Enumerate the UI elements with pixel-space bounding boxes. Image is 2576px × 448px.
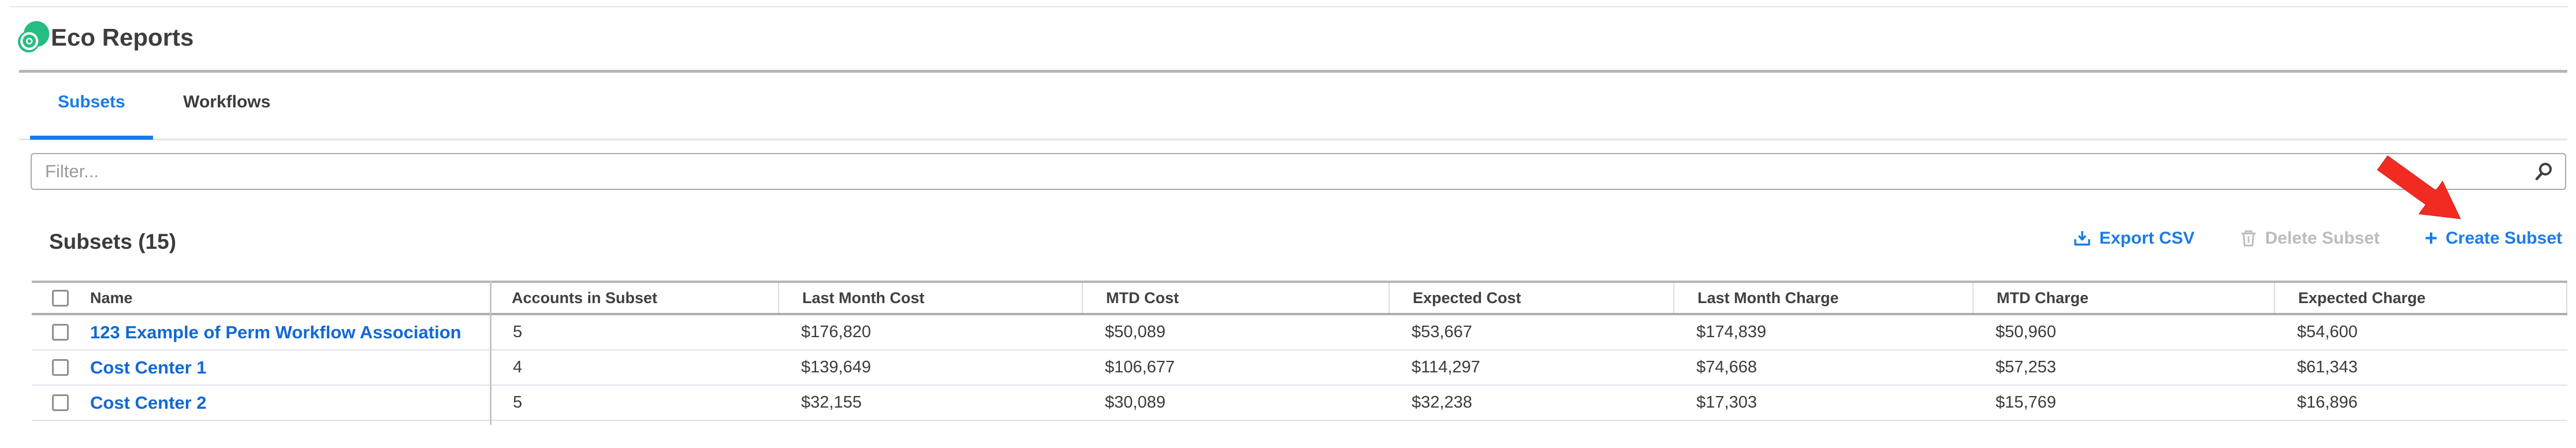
cell-last-month-cost: $176,820 <box>801 323 871 341</box>
cell-expected-cost: $53,667 <box>1412 323 1472 341</box>
tab-workflows-label: Workflows <box>183 92 271 111</box>
table-row: 123 Example of Perm Workflow Association… <box>32 315 2567 350</box>
cell-mtd-cost: $50,089 <box>1105 323 1166 341</box>
tab-subsets-label: Subsets <box>58 92 125 111</box>
cell-accounts: 5 <box>513 323 523 341</box>
page-title: Eco Reports <box>51 24 194 51</box>
delete-subset-label: Delete Subset <box>2265 229 2380 248</box>
cell-accounts: 4 <box>513 358 523 376</box>
cell-expected-charge: $61,343 <box>2297 358 2358 376</box>
subset-name-link[interactable]: 123 Example of Perm Workflow Association <box>90 322 461 342</box>
active-tab-indicator <box>30 136 153 140</box>
plus-icon: + <box>2425 226 2438 251</box>
table-row: Cost Center 2 5 $32,155 $30,089 $32,238 … <box>32 386 2567 421</box>
cell-expected-charge: $16,896 <box>2297 393 2358 412</box>
search-icon <box>2535 163 2552 181</box>
tab-subsets[interactable]: Subsets <box>30 88 153 140</box>
cell-mtd-cost: $30,089 <box>1105 393 1166 412</box>
table-body: 123 Example of Perm Workflow Association… <box>32 315 2567 421</box>
cell-last-month-charge: $74,668 <box>1696 358 1757 376</box>
column-header-accounts: Accounts in Subset <box>512 289 658 307</box>
cell-expected-charge: $54,600 <box>2297 323 2358 341</box>
table-header-row: Name Accounts in Subset Last Month Cost … <box>32 281 2567 315</box>
cell-last-month-cost: $32,155 <box>801 393 862 412</box>
table-row: Cost Center 1 4 $139,649 $106,677 $114,2… <box>32 350 2567 386</box>
tab-bar: Subsets Workflows <box>19 88 2567 140</box>
column-header-expected-charge: Expected Charge <box>2274 283 2567 313</box>
cell-mtd-charge: $15,769 <box>1996 393 2056 412</box>
row-checkbox[interactable] <box>52 359 69 376</box>
section-title: Subsets (15) <box>49 230 177 253</box>
column-header-last-month-charge: Last Month Charge <box>1673 283 1972 313</box>
cell-accounts: 5 <box>513 393 523 412</box>
cell-expected-cost: $114,297 <box>1412 358 1480 376</box>
column-header-expected-cost: Expected Cost <box>1388 283 1673 313</box>
export-csv-label: Export CSV <box>2099 229 2195 248</box>
header-cell-name: Name <box>32 283 490 313</box>
create-subset-button[interactable]: + Create Subset <box>2425 226 2562 251</box>
download-icon <box>2074 231 2090 246</box>
column-header-mtd-charge: MTD Charge <box>1972 283 2274 313</box>
cell-mtd-charge: $50,960 <box>1996 323 2056 341</box>
cell-last-month-cost: $139,649 <box>801 358 871 376</box>
cell-expected-cost: $32,238 <box>1412 393 1472 412</box>
column-header-name: Name <box>90 289 133 307</box>
card-top-border <box>10 6 2568 8</box>
subset-name-link[interactable]: Cost Center 2 <box>90 392 207 413</box>
filter-input[interactable] <box>32 154 2565 189</box>
filter-field <box>31 153 2566 190</box>
table-actions: Export CSV Delete Subset + Create Subset <box>2073 226 2562 251</box>
export-csv-button[interactable]: Export CSV <box>2073 229 2195 248</box>
subset-name-link[interactable]: Cost Center 1 <box>90 357 207 378</box>
eco-logo-icon <box>18 21 50 53</box>
pinned-column-divider <box>490 281 492 425</box>
trash-icon <box>2241 230 2255 247</box>
row-checkbox[interactable] <box>52 324 69 341</box>
create-subset-label: Create Subset <box>2445 229 2562 248</box>
cell-last-month-charge: $174,839 <box>1696 323 1766 341</box>
cell-last-month-charge: $17,303 <box>1696 393 1757 412</box>
cell-mtd-cost: $106,677 <box>1105 358 1175 376</box>
select-all-checkbox[interactable] <box>52 289 69 307</box>
delete-subset-button[interactable]: Delete Subset <box>2240 229 2380 248</box>
column-header-mtd-cost: MTD Cost <box>1082 283 1388 313</box>
cell-mtd-charge: $57,253 <box>1996 358 2056 376</box>
header-divider <box>19 70 2567 73</box>
row-checkbox[interactable] <box>52 394 69 411</box>
annotation-arrow-icon <box>2377 155 2461 219</box>
column-header-last-month-cost: Last Month Cost <box>778 283 1082 313</box>
tab-workflows[interactable]: Workflows <box>155 88 298 134</box>
